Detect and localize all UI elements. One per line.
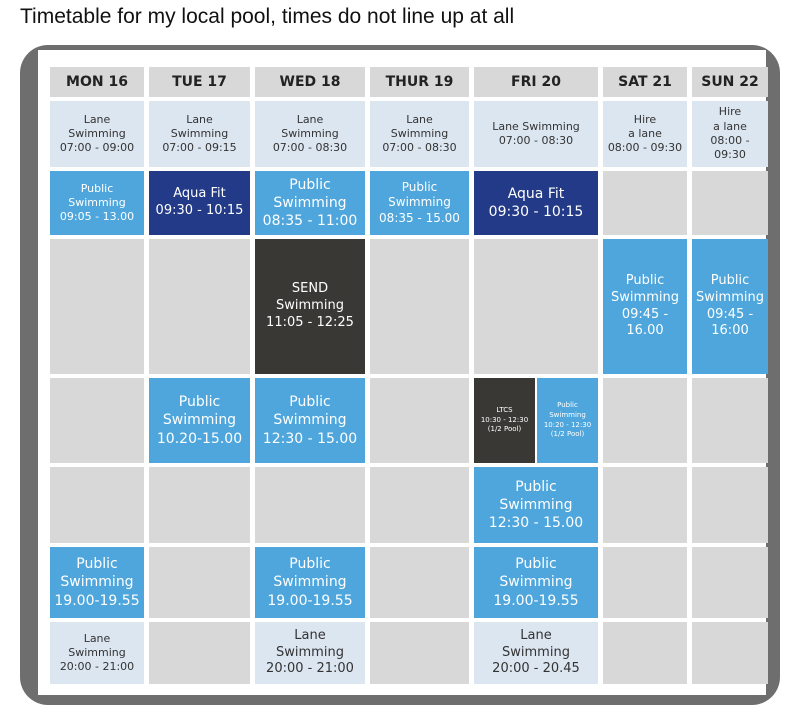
- empty-cell: [370, 467, 469, 543]
- session-cell: Lane Swimming 07:00 - 08:30: [370, 101, 469, 167]
- header-mon: MON 16: [50, 67, 144, 97]
- session-cell: Lane Swimming 07:00 - 09:00: [50, 101, 144, 167]
- empty-cell: [603, 378, 687, 463]
- session-cell: Public Swimming 12:30 - 15.00: [474, 467, 598, 543]
- session-cell: Hire a lane 08:00 - 09:30: [692, 101, 768, 167]
- empty-cell: [370, 378, 469, 463]
- empty-cell: [50, 239, 144, 374]
- timetable: MON 16 TUE 17 WED 18 THUR 19 FRI 20 SAT …: [50, 67, 768, 684]
- header-wed: WED 18: [255, 67, 365, 97]
- empty-cell: [692, 378, 768, 463]
- header-fri: FRI 20: [474, 67, 598, 97]
- split-cell: LTCS 10:30 - 12:30 (1/2 Pool) Public Swi…: [474, 378, 598, 463]
- empty-cell: [149, 622, 250, 684]
- empty-cell: [149, 547, 250, 618]
- empty-cell: [692, 622, 768, 684]
- empty-cell: [149, 239, 250, 374]
- empty-cell: [370, 622, 469, 684]
- session-cell: Aqua Fit 09:30 - 10:15: [149, 171, 250, 235]
- session-cell: Lane Swimming 07:00 - 09:15: [149, 101, 250, 167]
- empty-cell: [603, 171, 687, 235]
- empty-cell: [50, 378, 144, 463]
- session-cell: Public Swimming 10.20-15.00: [149, 378, 250, 463]
- session-cell: Hire a lane 08:00 - 09:30: [603, 101, 687, 167]
- session-cell: Public Swimming 08:35 - 11:00: [255, 171, 365, 235]
- session-cell: Public Swimming 19.00-19.55: [474, 547, 598, 618]
- empty-cell: [149, 467, 250, 543]
- empty-cell: [692, 467, 768, 543]
- session-cell: Lane Swimming 20:00 - 21:00: [255, 622, 365, 684]
- session-cell: Lane Swimming 20:00 - 21:00: [50, 622, 144, 684]
- empty-cell: [370, 239, 469, 374]
- session-cell: Public Swimming 09:05 - 13.00: [50, 171, 144, 235]
- empty-cell: [255, 467, 365, 543]
- empty-cell: [692, 547, 768, 618]
- session-cell: Lane Swimming 20:00 - 20.45: [474, 622, 598, 684]
- session-cell: LTCS 10:30 - 12:30 (1/2 Pool): [474, 378, 535, 463]
- session-cell: Public Swimming 19.00-19.55: [255, 547, 365, 618]
- empty-cell: [370, 547, 469, 618]
- header-thu: THUR 19: [370, 67, 469, 97]
- header-sat: SAT 21: [603, 67, 687, 97]
- header-sun: SUN 22: [692, 67, 768, 97]
- session-cell: Public Swimming 09:45 - 16:00: [692, 239, 768, 374]
- session-cell: Public Swimming 10:20 - 12:30 (1/2 Pool): [537, 378, 598, 463]
- session-cell: Public Swimming 09:45 - 16.00: [603, 239, 687, 374]
- empty-cell: [603, 547, 687, 618]
- empty-cell: [603, 622, 687, 684]
- session-cell: Aqua Fit 09:30 - 10:15: [474, 171, 598, 235]
- session-cell: Public Swimming 19.00-19.55: [50, 547, 144, 618]
- empty-cell: [50, 467, 144, 543]
- empty-cell: [692, 171, 768, 235]
- session-cell: Lane Swimming 07:00 - 08:30: [255, 101, 365, 167]
- session-cell: Lane Swimming 07:00 - 08:30: [474, 101, 598, 167]
- session-cell: SEND Swimming 11:05 - 12:25: [255, 239, 365, 374]
- empty-cell: [474, 239, 598, 374]
- empty-cell: [603, 467, 687, 543]
- header-tue: TUE 17: [149, 67, 250, 97]
- session-cell: Public Swimming 12:30 - 15.00: [255, 378, 365, 463]
- session-cell: Public Swimming 08:35 - 15.00: [370, 171, 469, 235]
- post-title: Timetable for my local pool, times do no…: [20, 5, 515, 28]
